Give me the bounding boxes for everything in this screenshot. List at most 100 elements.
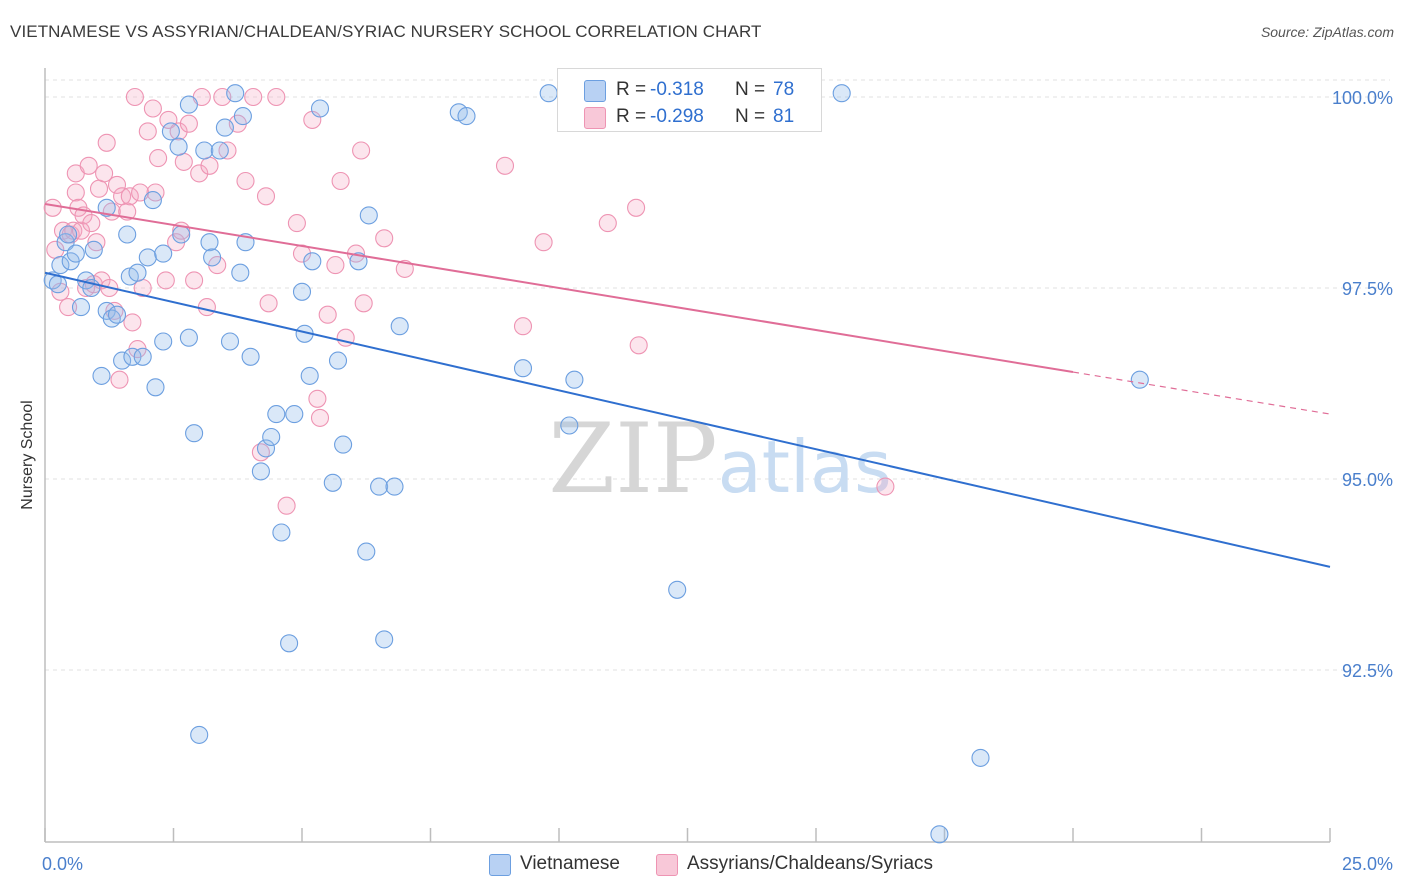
vietnamese-point [133,347,152,366]
pink-swatch [656,854,678,876]
vietnamese-point [97,198,116,217]
assyrian-point [190,164,209,183]
vietnamese-point [457,107,476,126]
r-label: R = [616,79,647,100]
vietnamese-point [154,332,173,351]
assyrian-point [598,214,617,233]
vietnamese-point [539,84,558,103]
assyrian-point [259,294,278,313]
vietnamese-point [328,351,348,370]
assyrian-point [277,496,296,515]
vietnamese-point [323,473,342,492]
axes [44,68,1331,843]
assyrian-point [89,179,109,198]
assyrian-point [97,133,116,152]
legend-label: Vietnamese [520,853,620,874]
vietnamese-point [172,225,191,244]
stats-legend: R = -0.318 N = 78 R = -0.298 N = 81 [557,68,822,132]
vietnamese-point [668,580,687,599]
vietnamese-point [334,435,353,454]
assyrian-point [143,99,162,118]
vietnamese-point [195,141,214,160]
series-legend: Vietnamese Assyrians/Chaldeans/Syriacs [0,852,1406,878]
vietnamese-point [220,332,240,351]
vietnamese-point [200,233,219,252]
y-tick-label: 100.0% [1332,88,1393,108]
vietnamese-point [565,370,584,389]
assyrian-point [244,87,263,107]
vietnamese-trend-line [44,271,1331,568]
assyrian-point [138,122,157,141]
vietnamese-point [179,328,198,347]
assyrian-point [107,175,127,194]
vietnamese-point [256,439,276,458]
legend-row-vietnamese: R = -0.318 N = 78 [558,75,821,105]
vietnamese-point [560,416,579,435]
assyrian-point [197,298,216,317]
vietnamese-point [303,252,322,271]
vietnamese-point [241,347,260,366]
vietnamese-point [359,206,378,225]
assyrian-point [79,156,98,175]
vietnamese-point [190,725,209,744]
vietnamese-point [971,748,990,767]
assyrian-point [66,183,85,202]
assyrian-point [185,271,204,290]
vietnamese-point [285,405,304,424]
r-label: R = [616,106,647,127]
assyrian-point [149,149,168,168]
tick-labels: 92.5% 95.0% 97.5% 100.0% 0.0% 25.0% [42,88,1393,874]
assyrian-point [120,187,139,206]
assyrian-point [256,187,276,206]
y-tick-label: 97.5% [1342,279,1393,299]
n-label: N = [735,79,766,100]
n-value: 81 [773,106,795,127]
vietnamese-point [262,427,281,447]
vietnamese-point [113,351,132,370]
n-label: N = [735,106,766,127]
vietnamese-point [146,378,165,397]
vietnamese-point [272,523,291,542]
n-value: 78 [773,79,795,100]
vietnamese-point [349,252,368,271]
vietnamese-point [930,825,949,844]
vietnamese-point [161,122,180,141]
assyrian-trend-extension [1072,371,1331,415]
vietnamese-point [71,298,91,317]
vietnamese-point [66,244,85,263]
vietnamese-point [385,477,404,496]
vietnamese-point [231,263,250,282]
legend-row-assyrian: R = -0.298 N = 81 [558,102,821,132]
blue-swatch [584,80,606,102]
vietnamese-point [138,248,157,267]
vietnamese-point [123,347,142,366]
vietnamese-point [143,191,162,210]
vietnamese-point [233,107,252,126]
assyrian-point [513,317,533,336]
assyrian-point [43,198,62,217]
vietnamese-point [107,305,127,324]
assyrian-point [200,156,219,175]
assyrian-point [629,336,648,355]
blue-swatch [489,854,511,876]
assyrian-point [110,370,129,389]
series-assyrian-points [43,87,895,515]
vietnamese-point [292,282,312,301]
vietnamese-point [179,95,198,114]
vietnamese-point [210,141,229,160]
assyrian-point [159,110,178,129]
vietnamese-point [1130,370,1149,389]
assyrian-point [174,152,193,171]
vietnamese-point [300,366,319,385]
assyrian-point [287,214,306,233]
vietnamese-point [185,424,204,443]
assyrian-point [156,271,175,290]
x-tick-label-min: 0.0% [42,854,83,874]
vietnamese-point [390,317,409,336]
assyrian-point [123,313,142,332]
assyrian-point [267,87,286,107]
assyrian-point [308,389,327,408]
vietnamese-point [267,405,286,424]
assyrian-point [352,141,371,160]
